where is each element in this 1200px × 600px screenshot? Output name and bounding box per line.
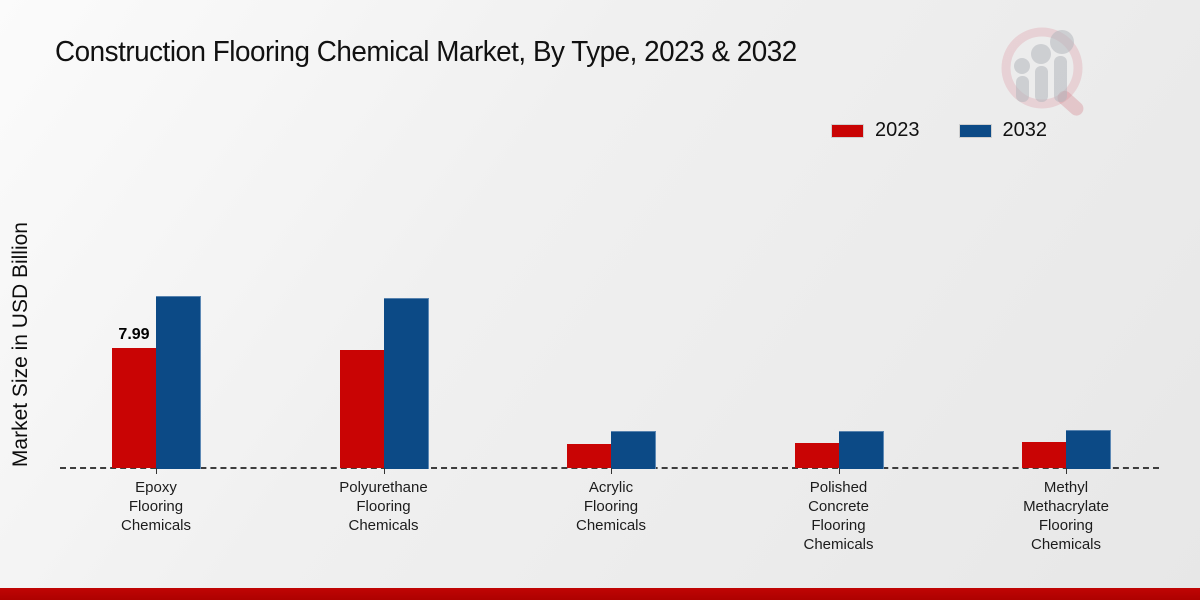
bar-2032-polyurethane-flooring-chemicals (383, 298, 429, 469)
bar-2023-methyl-methacrylate-flooring-chemicals (1022, 442, 1066, 468)
category-label: Methyl Methacrylate Flooring Chemicals (1023, 479, 1109, 553)
x-axis-baseline (60, 467, 1159, 469)
legend-item-2023: 2023 (832, 119, 920, 142)
legend-item-2032: 2032 (959, 119, 1048, 142)
bar-2023-acrylic-flooring-chemicals (567, 444, 611, 468)
legend-swatch-2023 (832, 124, 863, 137)
x-axis-tick (611, 468, 612, 474)
category-label: Polyurethane Flooring Chemicals (339, 479, 428, 534)
magnifier-growth-logo-icon (1001, 27, 1084, 116)
legend-label-2023: 2023 (875, 119, 920, 141)
legend-swatch-2032 (959, 124, 991, 137)
bar-value-label: 7.99 (118, 326, 150, 343)
chart-title: Construction Flooring Chemical Market, B… (55, 36, 797, 68)
bar-2032-acrylic-flooring-chemicals (611, 431, 656, 469)
x-axis-tick (838, 468, 840, 474)
y-axis-label: Market Size in USD Billion (9, 222, 32, 468)
legend-label-2032: 2032 (1002, 119, 1048, 141)
bar-2023-polished-concrete-flooring-chemicals (794, 443, 839, 468)
x-axis-tick (383, 468, 385, 474)
footer-accent-bar (0, 588, 1200, 600)
category-label: Epoxy Flooring Chemicals (120, 479, 192, 534)
bar-2023-epoxy-flooring-chemicals (112, 348, 156, 468)
bar-2032-epoxy-flooring-chemicals (156, 296, 201, 469)
category-label: Polished Concrete Flooring Chemicals (803, 479, 874, 553)
legend: 2023 2032 (832, 119, 1047, 142)
bar-2032-polished-concrete-flooring-chemicals (838, 431, 884, 469)
x-axis-tick (156, 468, 157, 474)
bar-2023-polyurethane-flooring-chemicals (339, 350, 384, 468)
x-axis-tick (1066, 468, 1067, 474)
category-label: Acrylic Flooring Chemicals (575, 479, 647, 534)
bar-2032-methyl-methacrylate-flooring-chemicals (1066, 430, 1111, 469)
